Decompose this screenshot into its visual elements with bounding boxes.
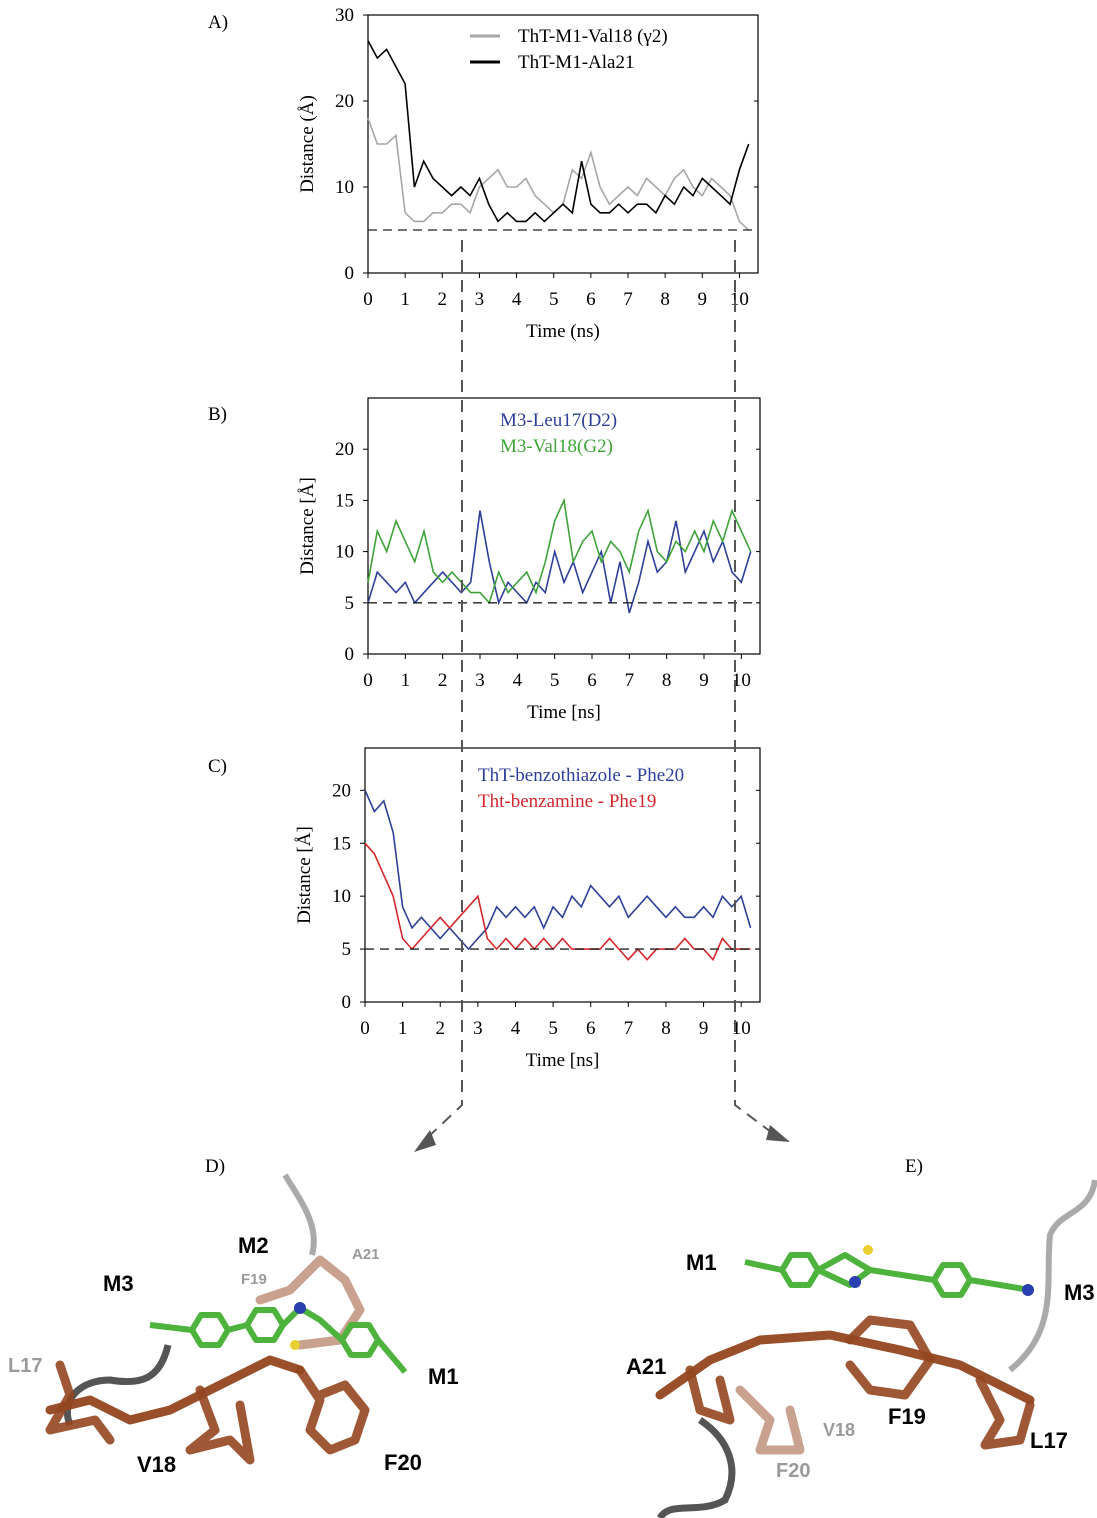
legend-label: Tht-benzamine - Phe19 (478, 791, 656, 812)
x-tick-label: 6 (586, 1018, 596, 1039)
chart: 0 1 2 3 4 5 6 7 8 9 10 0 5 10 15 20 M3-Leu17(D2) M3-Val18… (208, 397, 761, 723)
arrow-head (766, 1125, 790, 1142)
y-tick-label: 15 (332, 833, 351, 854)
x-tick-label: 4 (511, 1018, 521, 1039)
legend-label: ThT-M1-Ala21 (518, 52, 634, 73)
plot-frame (364, 747, 761, 1003)
link-arrows (424, 240, 776, 1141)
residue-label: F20 (776, 1460, 810, 1482)
y-axis-label: Distance [Å] (294, 826, 315, 924)
x-tick-label: 8 (660, 289, 670, 310)
series-line (367, 497, 752, 605)
plot-frame (367, 14, 759, 274)
panel-label: B) (208, 404, 227, 425)
x-tick-label: 10 (732, 1018, 751, 1039)
x-tick-label: 6 (587, 670, 597, 691)
x-tick-label: 3 (473, 1018, 483, 1039)
residue-label: M3 (103, 1271, 134, 1296)
y-tick-label: 0 (345, 644, 355, 665)
x-tick-label: 0 (363, 670, 373, 691)
y-tick-label: 10 (332, 886, 351, 907)
residue-label: L17 (1030, 1428, 1068, 1453)
x-axis-label: Time (ns) (526, 321, 600, 342)
legend-label: ThT-benzothiazole - Phe20 (478, 765, 684, 786)
y-tick-label: 5 (345, 593, 355, 614)
x-tick-label: 1 (398, 1018, 408, 1039)
y-tick-label: 15 (335, 490, 354, 511)
y-tick-label: 0 (345, 263, 355, 284)
x-tick-label: 8 (662, 670, 672, 691)
y-tick-label: 20 (335, 439, 354, 460)
x-tick-label: 9 (699, 670, 709, 691)
x-tick-label: 5 (550, 670, 560, 691)
x-tick-label: 0 (363, 289, 373, 310)
structure-e (655, 1179, 1097, 1518)
y-tick-label: 10 (335, 542, 354, 563)
series-line (364, 789, 752, 951)
residue-label: F19 (888, 1404, 926, 1429)
residue-label: V18 (137, 1452, 176, 1477)
x-tick-label: 1 (400, 289, 410, 310)
x-tick-label: 3 (475, 289, 485, 310)
chart: 0 1 2 3 4 5 6 7 8 9 10 0 10 20 30 ThT-M1-Val18 (γ2) ThT-… (208, 5, 759, 342)
legend-label: M3-Val18(G2) (500, 436, 613, 457)
x-tick-label: 2 (438, 289, 448, 310)
y-tick-label: 5 (342, 939, 352, 960)
panel-label: E) (905, 1156, 923, 1177)
y-tick-label: 20 (332, 780, 351, 801)
x-tick-label: 7 (624, 1018, 634, 1039)
x-tick-label: 1 (401, 670, 411, 691)
residue-label: M2 (238, 1233, 269, 1258)
x-tick-label: 0 (360, 1018, 370, 1039)
x-tick-label: 5 (549, 289, 559, 310)
residue-label: M1 (686, 1250, 717, 1275)
panel-label: D) (205, 1156, 225, 1177)
panel-label: C) (208, 756, 227, 777)
series-line (367, 40, 750, 223)
series-line (367, 510, 752, 614)
legend-label: M3-Leu17(D2) (500, 410, 617, 431)
y-tick-label: 10 (335, 177, 354, 198)
y-tick-label: 30 (335, 5, 354, 26)
x-tick-label: 2 (438, 670, 448, 691)
x-tick-label: 5 (548, 1018, 558, 1039)
structure-d (45, 1173, 408, 1465)
residue-label: F19 (241, 1271, 267, 1288)
series-line (367, 117, 750, 231)
x-tick-label: 4 (513, 670, 523, 691)
residue-label: A21 (626, 1354, 666, 1379)
x-tick-label: 9 (698, 289, 708, 310)
panel-label: A) (208, 12, 228, 33)
x-tick-label: 10 (730, 289, 749, 310)
arrow-head (414, 1130, 436, 1152)
y-tick-label: 20 (335, 91, 354, 112)
series-line (364, 842, 751, 962)
y-axis-label: Distance [Å] (297, 477, 318, 575)
x-tick-label: 2 (435, 1018, 445, 1039)
x-tick-label: 7 (623, 289, 633, 310)
x-tick-label: 9 (699, 1018, 709, 1039)
residue-label: V18 (823, 1420, 855, 1440)
x-tick-label: 8 (661, 1018, 671, 1039)
residue-label: F20 (384, 1450, 422, 1475)
x-axis-label: Time [ns] (526, 1050, 600, 1071)
plot-frame (367, 397, 761, 655)
chart: 0 1 2 3 4 5 6 7 8 9 10 0 5 10 15 20 ThT-benzothiazole - … (208, 747, 761, 1071)
residue-label: L17 (8, 1355, 42, 1377)
x-tick-label: 3 (475, 670, 485, 691)
residue-label: A21 (352, 1246, 380, 1263)
y-tick-label: 0 (342, 992, 352, 1013)
legend-label: ThT-M1-Val18 (γ2) (518, 26, 668, 47)
x-tick-label: 4 (512, 289, 522, 310)
residue-label: M1 (428, 1364, 459, 1389)
y-axis-label: Distance (Å) (297, 95, 318, 193)
x-axis-label: Time [ns] (527, 702, 601, 723)
x-tick-label: 10 (732, 670, 751, 691)
x-tick-label: 7 (625, 670, 635, 691)
x-tick-label: 6 (586, 289, 596, 310)
residue-label: M3 (1064, 1280, 1095, 1305)
